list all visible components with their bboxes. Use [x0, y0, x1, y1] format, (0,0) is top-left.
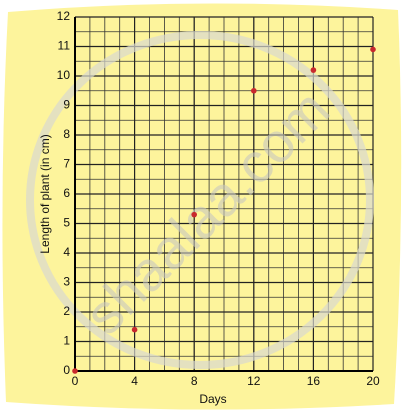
y-tick-label: 1: [63, 334, 70, 348]
point: [370, 46, 376, 53]
x-tick-label: 20: [366, 374, 380, 388]
y-tick-label: 2: [63, 304, 70, 318]
y-tick-label: 10: [57, 68, 71, 82]
x-tick-label: 0: [72, 374, 79, 388]
y-tick-label: 8: [63, 127, 70, 141]
y-tick-label: 4: [63, 245, 70, 259]
y-axis-label: Length of plant (in cm): [38, 134, 52, 253]
point: [251, 87, 257, 94]
y-tick-label: 5: [63, 216, 70, 230]
y-tick-label: 0: [63, 363, 70, 377]
point: [191, 211, 197, 218]
x-axis-label: Days: [199, 392, 226, 406]
y-tick-label: 12: [57, 9, 71, 23]
x-tick-label: 12: [247, 374, 261, 388]
point: [310, 67, 317, 73]
x-tick-label: 16: [307, 374, 321, 388]
point: [131, 326, 138, 333]
y-tick-label: 3: [63, 275, 70, 289]
y-tick-label: 11: [58, 39, 71, 53]
point: [72, 368, 78, 374]
watermark-ring: [26, 31, 374, 369]
y-tick-label: 7: [63, 157, 70, 171]
y-tick-label: 6: [63, 186, 70, 200]
x-tick-label: 4: [131, 374, 138, 388]
x-tick-label: 8: [191, 374, 198, 388]
y-tick-label: 9: [63, 98, 70, 112]
